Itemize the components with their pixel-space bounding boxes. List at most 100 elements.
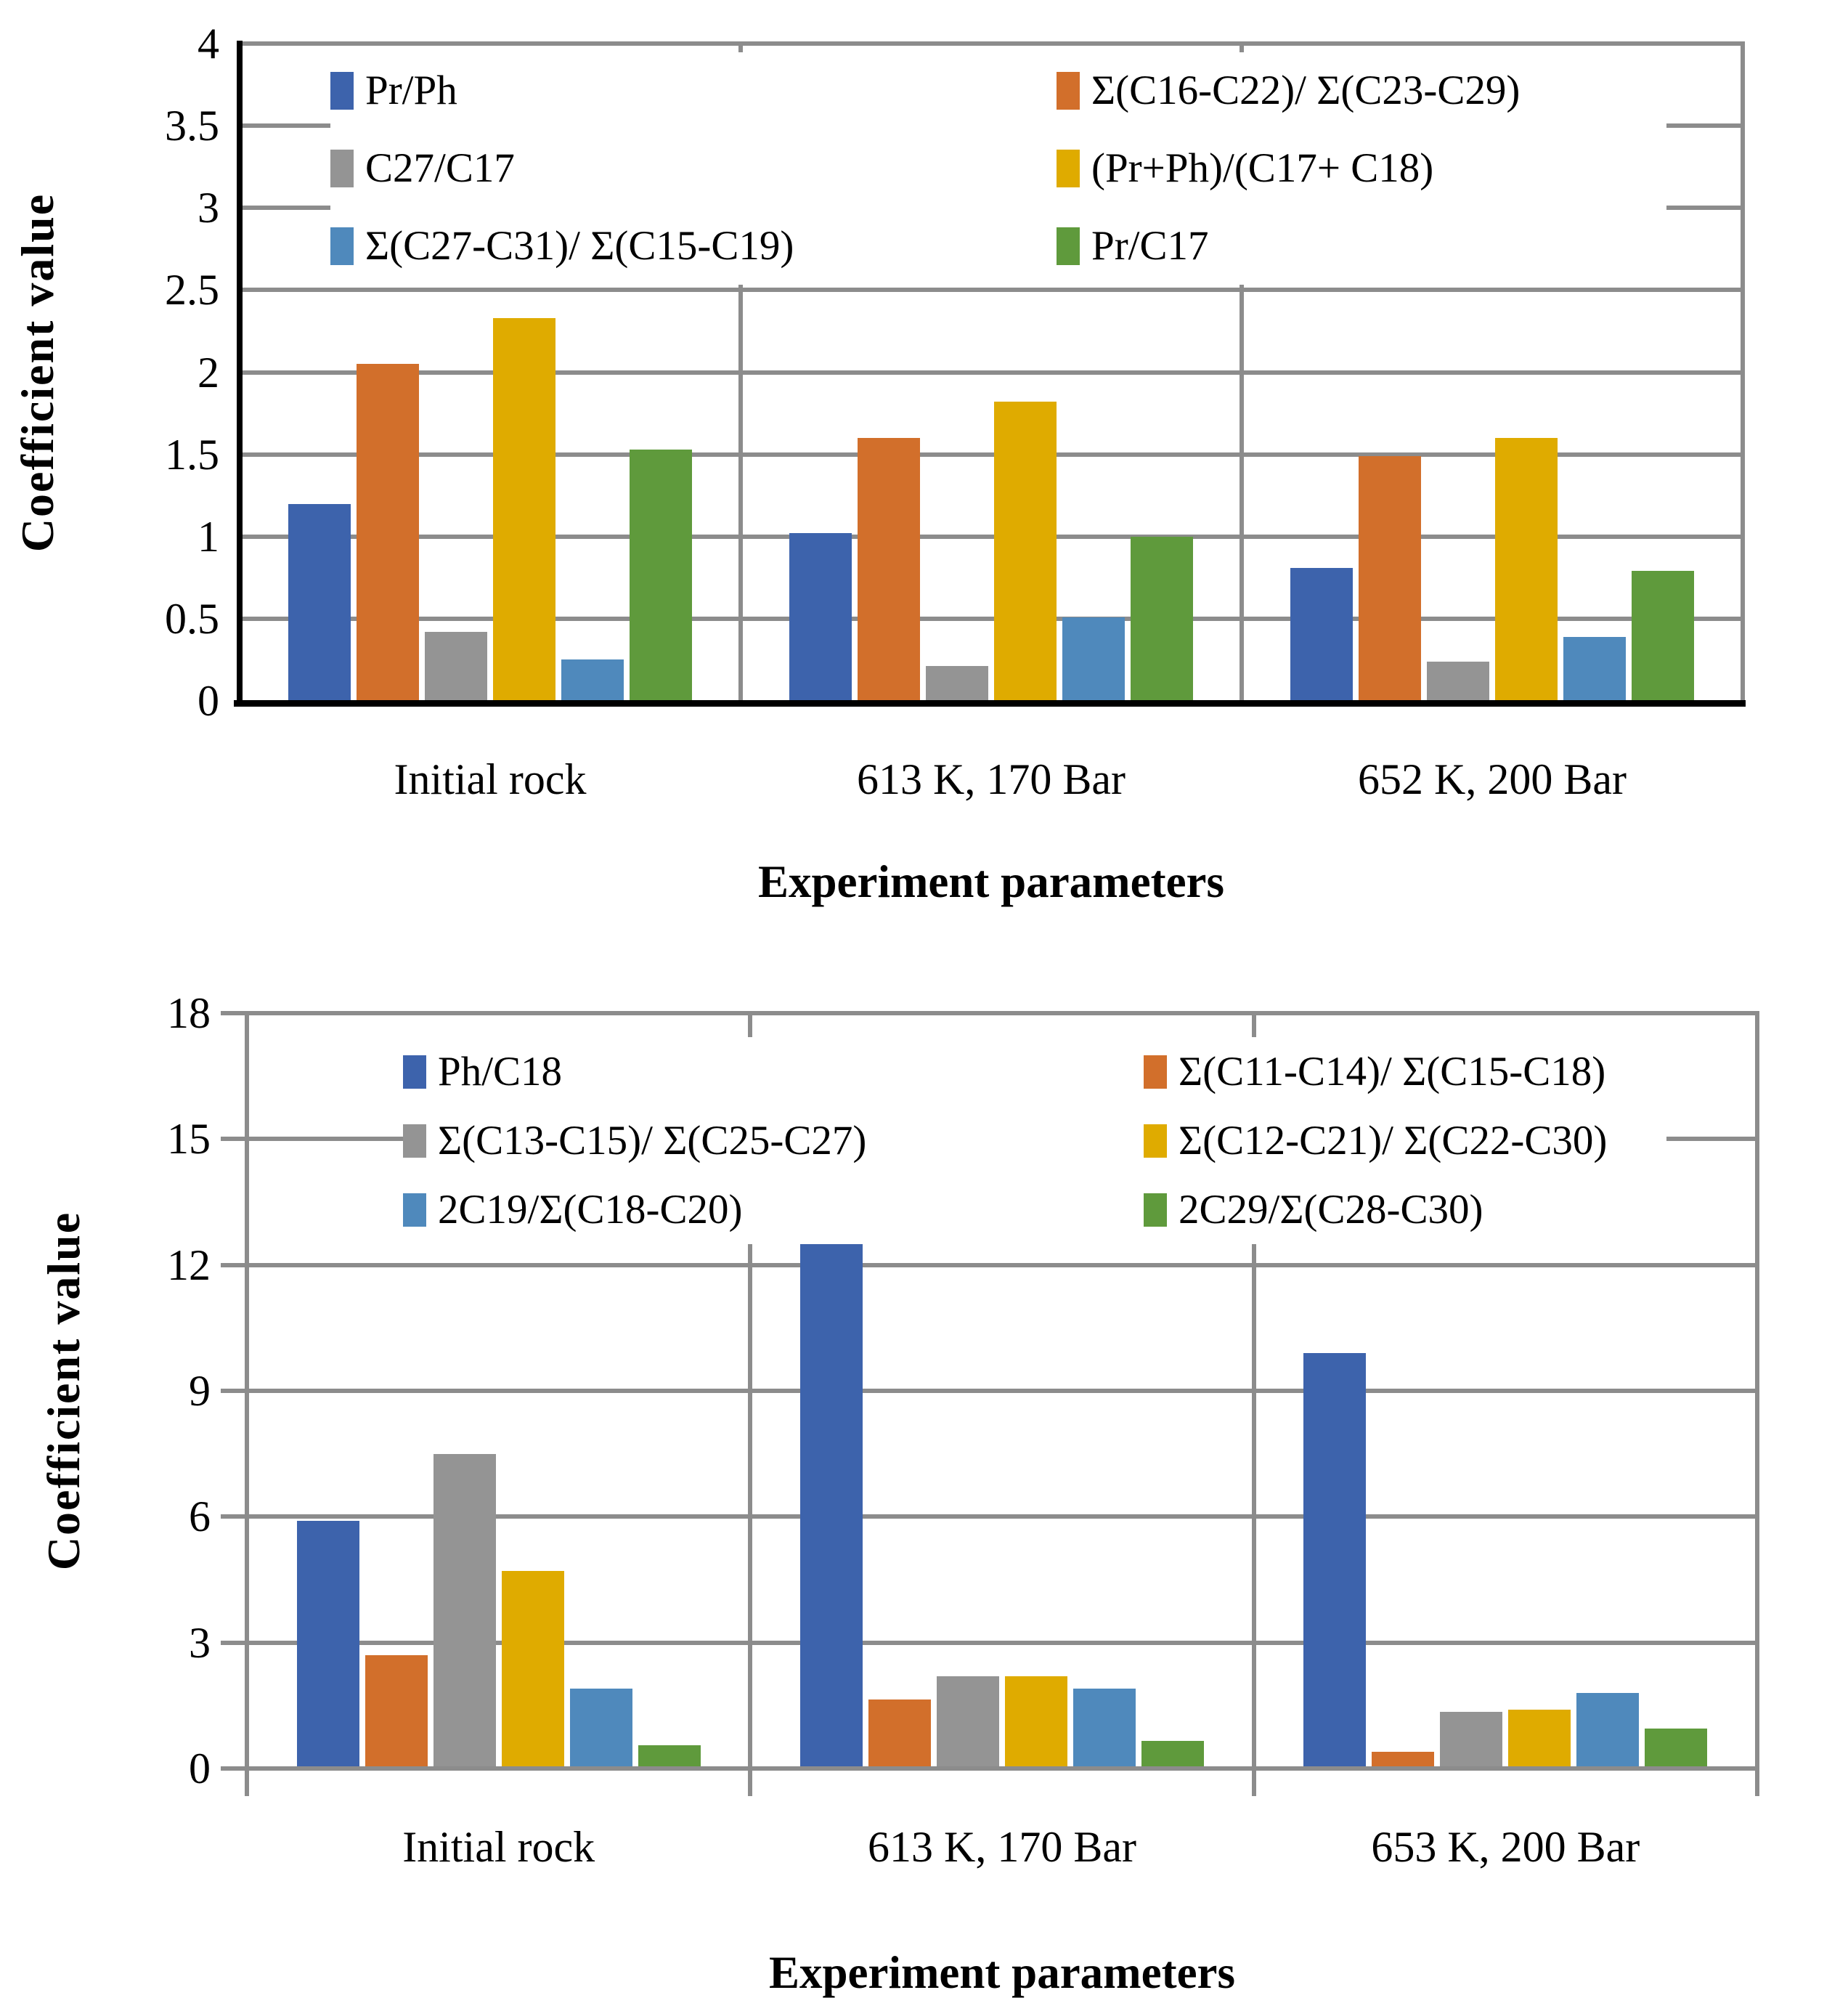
bar-prphc17c18-cat0 (493, 317, 555, 701)
legend-swatch-icon (1144, 1124, 1167, 1158)
legend-label: Pr/Ph (365, 68, 457, 114)
legend-item-c16c22c23c29: Σ(C16-C22)/ Σ(C23-C29) (1057, 69, 1666, 113)
legend-label: Pr/C17 (1091, 222, 1209, 269)
bar-c13c15c25c27-cat0 (433, 1453, 496, 1768)
y-tick-label-6: 6 (189, 1493, 211, 1541)
y-tick-9 (221, 1389, 247, 1393)
gridline-y-6 (247, 1514, 1757, 1519)
legend-label: Σ(C27-C31)/ Σ(C15-C19) (365, 222, 794, 269)
legend-item-2c19c18c20: 2C19/Σ(C18-C20) (403, 1186, 1144, 1232)
legend-item-c11c14c15c18: Σ(C11-C14)/ Σ(C15-C18) (1144, 1048, 1666, 1095)
category-separator-2 (1251, 1013, 1256, 1768)
gridline-y-1 (240, 534, 1743, 539)
y-axis-title: Coefficient value (38, 1211, 89, 1571)
legend-item-prph: Pr/Ph (330, 69, 1057, 113)
y-tick-0 (221, 1766, 247, 1771)
y-tick-18 (221, 1011, 247, 1015)
bar-c27c17-cat1 (926, 666, 988, 701)
legend-swatch-icon (403, 1193, 426, 1227)
bar-c11c14c15c18-cat2 (1372, 1751, 1435, 1768)
legend-label: 2C19/Σ(C18-C20) (438, 1186, 743, 1232)
legend-item-c13c15c25c27: Σ(C13-C15)/ Σ(C25-C27) (403, 1117, 1144, 1164)
bar-c27c17-cat0 (425, 631, 487, 701)
y-tick-label-12: 12 (167, 1240, 211, 1289)
legend-item-phc18: Ph/C18 (403, 1048, 1144, 1095)
bar-prc17-cat1 (1131, 536, 1193, 701)
gridline-y-1.5 (240, 452, 1743, 457)
bar-prc17-cat2 (1632, 571, 1694, 701)
legend-label: (Pr+Ph)/(C17+ C18) (1091, 145, 1434, 192)
x-axis-title: Experiment parameters (757, 856, 1225, 907)
legend-swatch-icon (330, 72, 354, 110)
legend-swatch-icon (1057, 149, 1080, 187)
bar-c27c17-cat2 (1427, 661, 1489, 701)
legend-swatch-icon (330, 149, 354, 187)
bar-c27c31c15c19-cat0 (561, 659, 624, 701)
x-tick-3 (1755, 1768, 1759, 1796)
gridline-y-2 (240, 370, 1743, 375)
bar-c13c15c25c27-cat1 (937, 1676, 999, 1768)
bar-c11c14c15c18-cat0 (365, 1655, 428, 1768)
legend-label: C27/C17 (365, 145, 515, 192)
bar-c12c21c22c30-cat2 (1508, 1710, 1571, 1768)
bar-prphc17c18-cat1 (994, 402, 1057, 701)
bar-c16c22c23c29-cat0 (357, 364, 419, 701)
bar-c11c14c15c18-cat1 (868, 1699, 931, 1768)
y-tick-label-1.5: 1.5 (165, 430, 219, 479)
plot-right-border (1755, 1011, 1759, 1768)
bar-phc18-cat2 (1303, 1353, 1367, 1768)
x-category-label-2: 653 K, 200 Bar (1371, 1823, 1640, 1871)
legend: Pr/Ph Σ(C16-C22)/ Σ(C23-C29) C27/C17 (Pr+Ph… (330, 52, 1666, 285)
bar-c12c21c22c30-cat0 (501, 1571, 564, 1768)
bar-phc18-cat1 (800, 1240, 863, 1768)
x-category-label-1: 613 K, 170 Bar (868, 1823, 1136, 1871)
bar-2c19c18c20-cat2 (1576, 1693, 1640, 1768)
legend-item-c27c31c15c19: Σ(C27-C31)/ Σ(C15-C19) (330, 224, 1057, 268)
gridline-y-4 (240, 41, 1743, 46)
legend-item-c27c17: C27/C17 (330, 147, 1057, 190)
legend-swatch-icon (1144, 1055, 1167, 1089)
y-tick-15 (221, 1137, 247, 1142)
legend-label: Ph/C18 (438, 1048, 563, 1095)
y-tick-label-3: 3 (198, 184, 219, 232)
legend-label: Σ(C11-C14)/ Σ(C15-C18) (1179, 1048, 1606, 1095)
y-tick-label-2: 2 (198, 348, 219, 397)
legend-label: Σ(C13-C15)/ Σ(C25-C27) (438, 1117, 867, 1164)
bar-prph-cat0 (288, 503, 351, 701)
legend-swatch-icon (403, 1124, 426, 1158)
x-category-label-0: Initial rock (402, 1823, 595, 1871)
y-tick-label-18: 18 (167, 989, 211, 1037)
y-tick-label-2.5: 2.5 (165, 266, 219, 314)
y-axis-line (245, 1011, 249, 1795)
bar-c27c31c15c19-cat2 (1563, 636, 1626, 701)
x-axis-line (245, 1766, 1759, 1771)
legend-item-prc17: Pr/C17 (1057, 224, 1666, 268)
x-category-label-0: Initial rock (394, 755, 587, 803)
y-tick-label-0.5: 0.5 (165, 594, 219, 643)
legend-swatch-icon (330, 227, 354, 265)
x-axis-title: Experiment parameters (768, 1947, 1236, 1998)
gridline-y-9 (247, 1389, 1757, 1393)
legend-swatch-icon (1057, 72, 1080, 110)
bar-2c29c28c30-cat0 (638, 1745, 701, 1768)
y-tick-label-9: 9 (189, 1367, 211, 1415)
bar-c27c31c15c19-cat1 (1062, 617, 1125, 701)
legend: Ph/C18 Σ(C11-C14)/ Σ(C15-C18) Σ(C13-C15)/ … (403, 1037, 1666, 1244)
x-axis-line (234, 700, 1746, 707)
bar-2c29c28c30-cat1 (1141, 1741, 1204, 1768)
y-tick-label-0: 0 (189, 1745, 211, 1792)
legend-item-prphc17c18: (Pr+Ph)/(C17+ C18) (1057, 147, 1666, 190)
legend-item-c12c21c22c30: Σ(C12-C21)/ Σ(C22-C30) (1144, 1118, 1666, 1163)
y-tick-12 (221, 1262, 247, 1267)
x-tick-2 (1251, 1768, 1256, 1796)
x-category-label-2: 652 K, 200 Bar (1358, 755, 1627, 803)
gridline-y-3 (247, 1640, 1757, 1645)
legend-swatch-icon (1057, 227, 1080, 265)
y-tick-label-3.5: 3.5 (165, 102, 219, 150)
bar-2c19c18c20-cat0 (569, 1689, 632, 1768)
legend-label: Σ(C16-C22)/ Σ(C23-C29) (1091, 68, 1521, 114)
bar-c16c22c23c29-cat1 (858, 438, 920, 701)
bar-2c19c18c20-cat1 (1073, 1689, 1136, 1768)
gridline-y-12 (247, 1262, 1757, 1267)
legend-item-2c29c28c30: 2C29/Σ(C28-C30) (1144, 1187, 1666, 1232)
